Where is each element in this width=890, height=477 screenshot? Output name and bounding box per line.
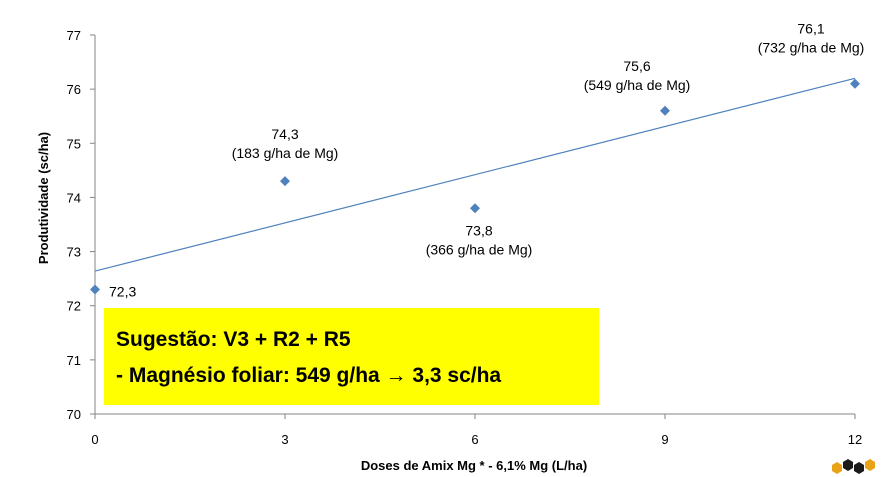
y-tick-label: 74 (67, 190, 81, 205)
axes: 70 71 72 73 74 75 76 77 0 3 6 9 12 (67, 28, 863, 447)
y-tick-label: 77 (67, 28, 81, 43)
data-point (850, 78, 860, 89)
y-tick-label: 73 (67, 245, 81, 260)
callout-line-1: Sugestão: V3 + R2 + R5 (116, 328, 351, 351)
suggestion-callout: Sugestão: V3 + R2 + R5 - Magnésio foliar… (104, 308, 599, 405)
data-point (470, 203, 480, 214)
x-tick-label: 9 (661, 432, 668, 447)
hexagon-logo-icon (832, 459, 875, 474)
y-tick-label: 70 (67, 407, 81, 422)
x-tick-label: 3 (281, 432, 288, 447)
trendline (94, 77, 856, 272)
data-labels-group: 72,3 74,3 (183 g/ha de Mg) 73,8 (366 g/ha de… (109, 21, 864, 300)
y-tick-label: 71 (67, 353, 81, 368)
data-label-dose: (183 g/ha de Mg) (232, 145, 339, 161)
data-label-dose: (732 g/ha de Mg) (758, 40, 865, 56)
y-axis-title: Produtividade (sc/ha) (36, 132, 51, 264)
data-label-dose: (366 g/ha de Mg) (426, 241, 533, 257)
data-label-value: 75,6 (623, 58, 650, 74)
data-label-value: 73,8 (465, 222, 492, 238)
data-point (660, 105, 670, 116)
data-point (90, 284, 100, 295)
data-label-value: 76,1 (797, 21, 824, 37)
y-tick-label: 76 (67, 82, 81, 97)
y-tick-label: 75 (67, 136, 81, 151)
x-tick-label: 6 (471, 432, 478, 447)
x-axis-title: Doses de Amix Mg * - 6,1% Mg (L/ha) (361, 458, 587, 473)
y-tick-label: 72 (67, 299, 81, 314)
x-tick-label: 0 (91, 432, 98, 447)
callout-line-2: - Magnésio foliar: 549 g/ha → 3,3 sc/ha (116, 364, 502, 387)
data-label-value: 72,3 (109, 283, 136, 299)
data-point (280, 176, 290, 187)
data-label-value: 74,3 (271, 126, 298, 142)
x-tick-label: 12 (848, 432, 862, 447)
data-points-group (90, 78, 860, 295)
trendline-group (94, 77, 856, 272)
data-label-dose: (549 g/ha de Mg) (584, 77, 691, 93)
